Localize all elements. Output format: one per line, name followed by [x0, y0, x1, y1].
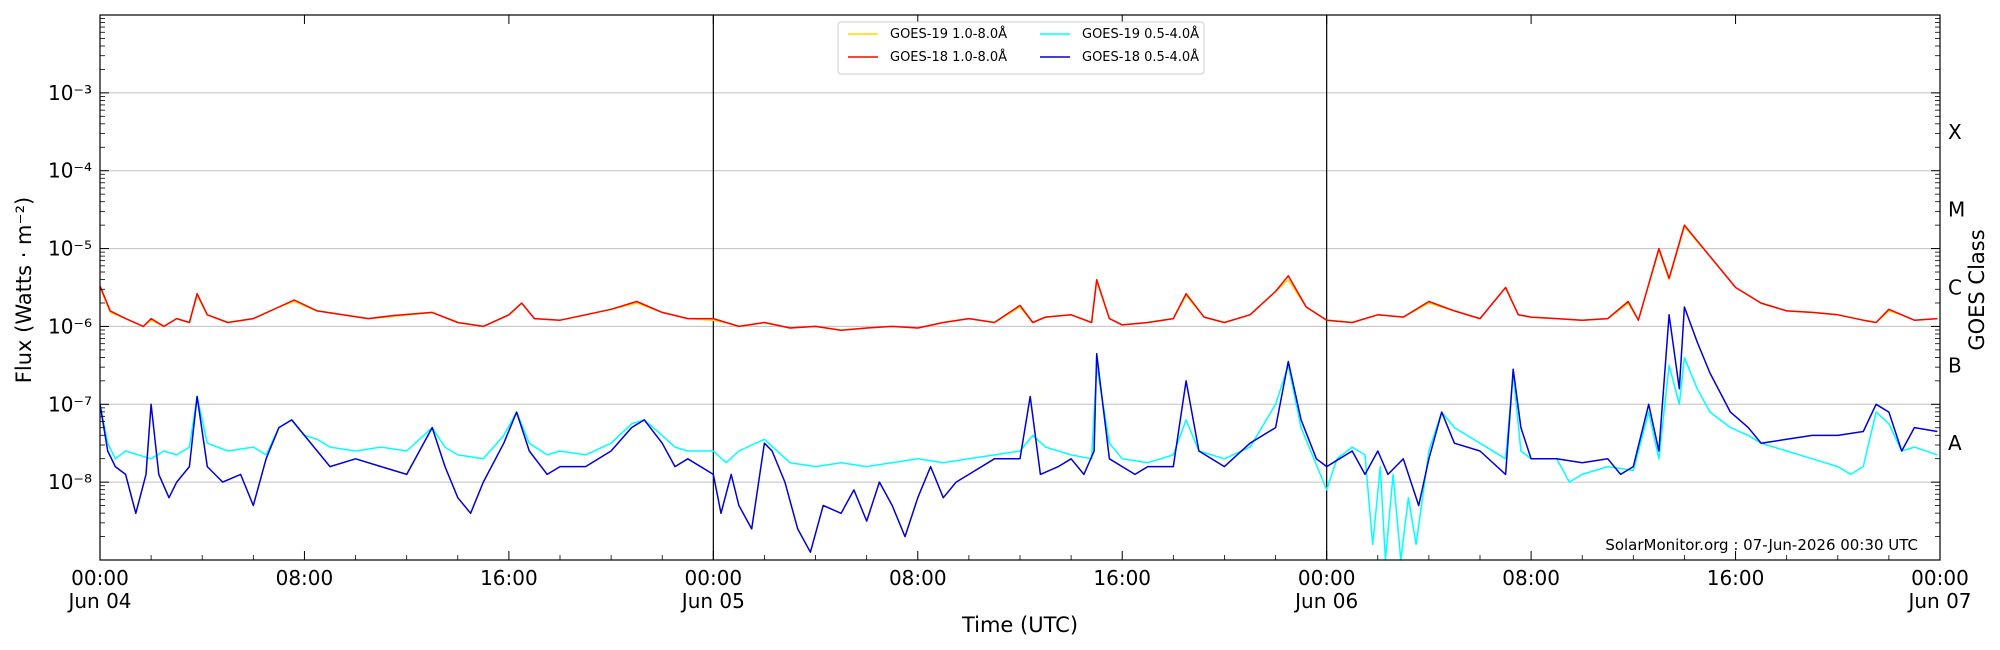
x-tick-label: 16:00 — [480, 566, 538, 590]
legend-label: GOES-18 1.0-8.0Å — [890, 49, 1007, 65]
divider-layer — [712, 15, 1328, 560]
goes-class-label: B — [1948, 353, 1962, 377]
goes-class-axis-label: GOES Class — [1965, 229, 1989, 350]
x-tick-date-label: Jun 06 — [1293, 589, 1358, 613]
x-tick-label: 08:00 — [889, 566, 947, 590]
x-tick-date-label: Jun 05 — [680, 589, 745, 613]
y-tick-label: 10⁻⁷ — [48, 392, 92, 416]
y-tick-label: 10⁻⁴ — [48, 159, 92, 183]
y-tick-label: 10⁻⁶ — [48, 314, 92, 338]
x-tick-label: 00:00 — [1298, 566, 1356, 590]
x-tick-label: 00:00 — [71, 566, 129, 590]
x-tick-label: 00:00 — [1911, 566, 1969, 590]
series-layer — [99, 224, 1938, 561]
x-tick-label: 16:00 — [1093, 566, 1151, 590]
x-tick-date-label: Jun 04 — [66, 589, 131, 613]
y-tick-label: 10⁻⁵ — [48, 237, 92, 261]
series-line-1 — [99, 226, 1938, 332]
x-tick-date-label: Jun 07 — [1906, 589, 1971, 613]
plot-area-frame — [99, 14, 1941, 561]
legend-label: GOES-18 0.5-4.0Å — [1082, 49, 1199, 65]
grid-layer — [100, 92, 1940, 483]
x-tick-label: 08:00 — [1502, 566, 1560, 590]
credit-annotation: SolarMonitor.org : 07-Jun-2026 00:30 UTC — [1605, 536, 1918, 554]
series-line-2 — [99, 224, 1938, 332]
x-axis-label: Time (UTC) — [961, 613, 1078, 637]
legend-box — [837, 21, 1205, 75]
goes-class-axis: A B C M X — [1948, 120, 1965, 455]
legend-label: GOES-19 1.0-8.0Å — [890, 26, 1007, 42]
x-tick-label: 08:00 — [276, 566, 334, 590]
x-tick-label: 00:00 — [685, 566, 743, 590]
goes-class-label: X — [1948, 120, 1962, 144]
x-tick-label: 16:00 — [1707, 566, 1765, 590]
goes-class-label: C — [1948, 276, 1962, 300]
y-axis-label: Flux (Watts · m⁻²) — [12, 197, 36, 383]
y-tick-label: 10⁻³ — [48, 81, 92, 105]
y-axis: 10⁻⁸ 10⁻⁷ 10⁻⁶ 10⁻⁵ 10⁻⁴ 10⁻³ — [48, 18, 1940, 537]
legend: GOES-19 1.0-8.0Å GOES-18 1.0-8.0Å GOES-19 … — [837, 21, 1205, 75]
legend-label: GOES-19 0.5-4.0Å — [1082, 26, 1199, 42]
goes-class-label: M — [1948, 198, 1965, 222]
goes-class-label: A — [1948, 431, 1962, 455]
y-tick-label: 10⁻⁸ — [48, 470, 92, 494]
series-line-4 — [99, 306, 1938, 553]
